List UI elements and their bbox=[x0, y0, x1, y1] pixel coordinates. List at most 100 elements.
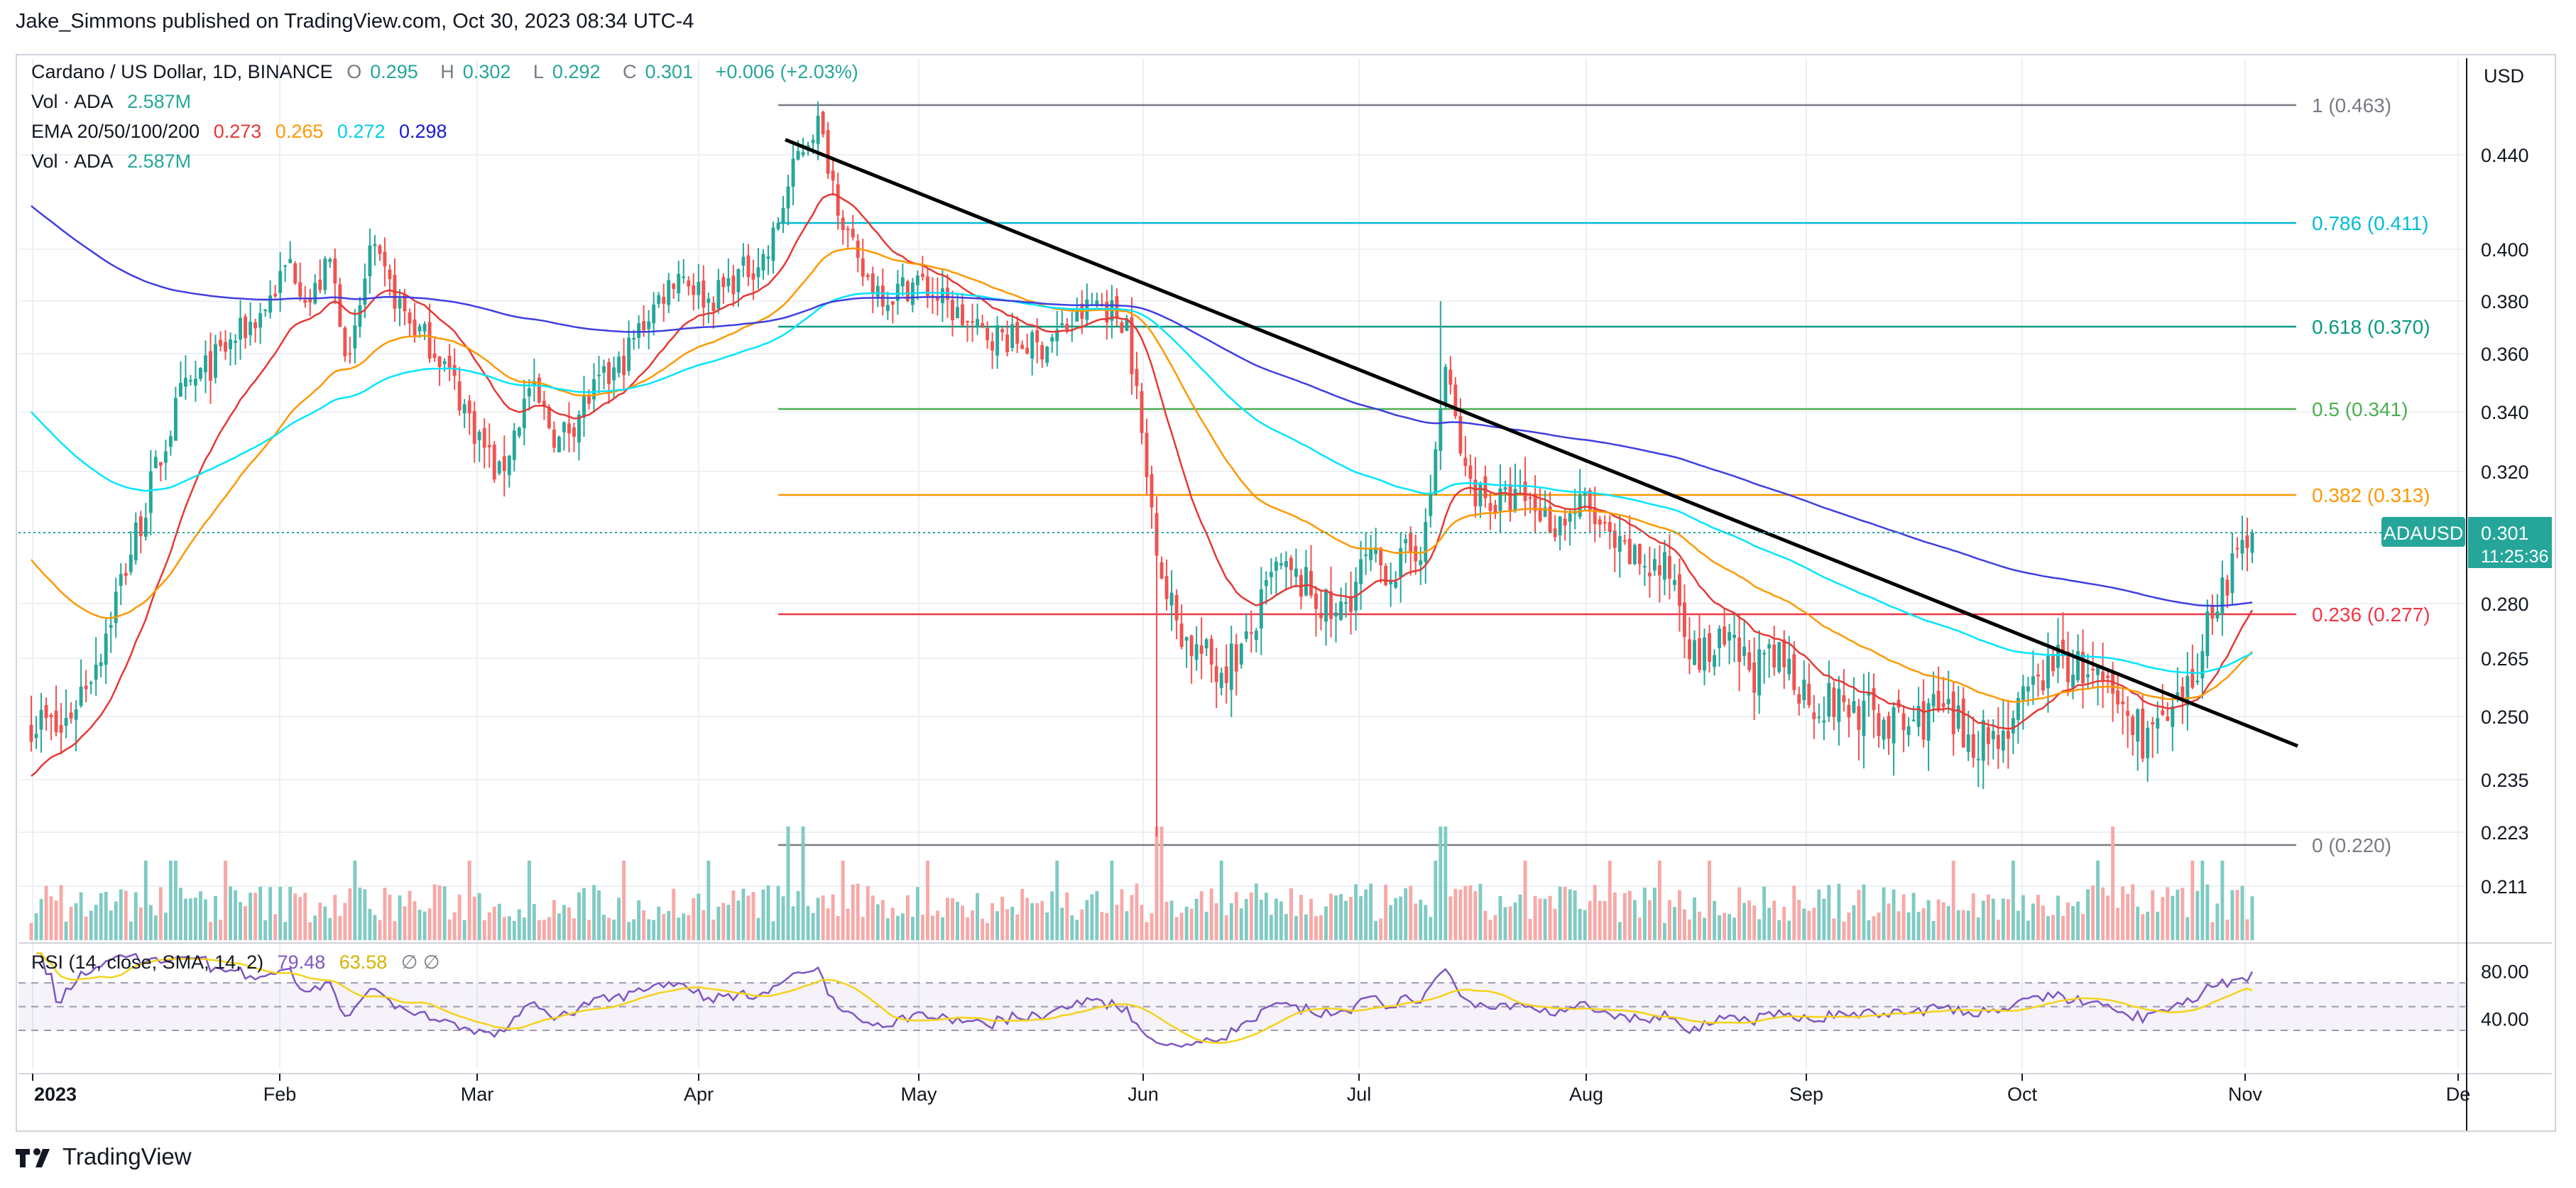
volume-bar bbox=[1732, 917, 1737, 940]
volume-bar bbox=[2111, 827, 2115, 940]
candle-body bbox=[781, 207, 785, 224]
volume-bar bbox=[114, 901, 118, 940]
candle-body bbox=[482, 428, 486, 448]
volume-bar bbox=[2166, 887, 2170, 940]
candle-body bbox=[1667, 555, 1671, 579]
candle-body bbox=[148, 471, 153, 513]
candle-body bbox=[1652, 559, 1657, 571]
candle-body bbox=[2116, 690, 2120, 704]
candle-body bbox=[1020, 344, 1025, 349]
volume-bar bbox=[597, 890, 601, 940]
volume-bar bbox=[1543, 898, 1547, 940]
candle-body bbox=[427, 322, 432, 359]
candle-body bbox=[2086, 674, 2090, 677]
candle-body bbox=[447, 356, 452, 368]
time-tick-label: Oct bbox=[2007, 1084, 2038, 1105]
candle-body bbox=[2151, 721, 2155, 725]
candle-body bbox=[2146, 728, 2150, 758]
chart-frame[interactable]: 1 (0.463) 0.786 (0.411) 0.618 (0.370) 0.5 (… bbox=[16, 54, 2556, 1132]
candle-body bbox=[1359, 559, 1363, 584]
price-tick-label: 0.223 bbox=[2481, 822, 2529, 844]
volume-bar bbox=[148, 905, 153, 940]
volume-bar bbox=[1632, 900, 1637, 940]
candle-body bbox=[667, 280, 671, 305]
candle-body bbox=[1632, 545, 1637, 565]
candle-body bbox=[1533, 494, 1537, 511]
volume-bar bbox=[851, 884, 855, 940]
candle-body bbox=[930, 295, 934, 297]
volume-bar bbox=[1777, 920, 1781, 940]
volume-bar bbox=[1429, 917, 1433, 940]
candle-body bbox=[1931, 694, 1936, 707]
candle-body bbox=[1901, 713, 1906, 731]
volume-bar bbox=[1757, 919, 1762, 940]
price-chart[interactable]: 1 (0.463) 0.786 (0.411) 0.618 (0.370) 0.5 (… bbox=[17, 55, 2555, 1130]
candle-body bbox=[1906, 726, 1911, 735]
volume-bar bbox=[2210, 922, 2215, 940]
candle-body bbox=[766, 256, 770, 259]
candle-body bbox=[1976, 758, 1980, 761]
candle-body bbox=[617, 356, 621, 374]
candle-body bbox=[1852, 701, 1856, 713]
candle-body bbox=[1657, 565, 1661, 576]
volume-bar bbox=[1140, 905, 1144, 940]
symbol-legend: Cardano / US Dollar, 1D, BINANCE O 0.295 … bbox=[31, 61, 867, 83]
volume-bar bbox=[1672, 907, 1676, 940]
trendline bbox=[785, 138, 2298, 748]
volume-bar bbox=[1617, 922, 1622, 940]
volume-bar bbox=[751, 892, 755, 940]
candle-body bbox=[2001, 731, 2005, 751]
candle-body bbox=[2131, 716, 2135, 736]
volume-bar bbox=[582, 888, 586, 940]
candle-body bbox=[1832, 687, 1836, 717]
candle-body bbox=[153, 457, 158, 469]
ema-label: EMA 20/50/100/200 bbox=[31, 121, 200, 142]
candle-body bbox=[1683, 602, 1686, 637]
volume-bar bbox=[158, 887, 163, 940]
candle-body bbox=[44, 704, 48, 719]
candle-body bbox=[925, 276, 929, 296]
volume-bar bbox=[995, 911, 1000, 940]
candle-body bbox=[1941, 703, 1945, 707]
candle-body bbox=[2101, 671, 2105, 681]
volume-bar bbox=[1887, 903, 1891, 940]
volume-bar bbox=[1269, 915, 1273, 940]
volume-bar bbox=[1807, 910, 1811, 940]
high-label: H bbox=[440, 61, 454, 82]
volume-bar bbox=[562, 905, 566, 940]
volume-bar bbox=[2051, 915, 2055, 940]
candle-body bbox=[1563, 518, 1567, 526]
volume-bar bbox=[1419, 899, 1423, 940]
candle-body bbox=[1448, 369, 1453, 385]
candle-body bbox=[224, 342, 227, 352]
volume-bar bbox=[692, 898, 696, 940]
candle-body bbox=[1936, 690, 1941, 711]
volume-bar bbox=[831, 894, 835, 940]
time-tick-label: De bbox=[2446, 1084, 2471, 1105]
volume-bar bbox=[1553, 908, 1557, 940]
candle-body bbox=[388, 269, 392, 280]
volume-bar bbox=[2161, 897, 2165, 940]
candle-body bbox=[1538, 508, 1542, 521]
volume-bar bbox=[2036, 895, 2040, 940]
candle-body bbox=[1065, 323, 1069, 331]
volume-bar bbox=[1374, 920, 1378, 940]
volume-bar bbox=[209, 922, 212, 940]
candle-body bbox=[1847, 704, 1851, 718]
volume-bar bbox=[129, 921, 133, 940]
volume-bar bbox=[492, 906, 496, 940]
candle-body bbox=[1384, 565, 1388, 585]
rsi-visibility-icons[interactable]: ∅ ∅ bbox=[400, 952, 440, 973]
candle-body bbox=[920, 273, 924, 277]
candle-body bbox=[104, 633, 108, 665]
volume-bar bbox=[2250, 896, 2254, 940]
volume-bar bbox=[1463, 885, 1468, 940]
candle-body bbox=[1713, 655, 1716, 667]
candle-body bbox=[1184, 637, 1189, 641]
candle-body bbox=[836, 184, 840, 216]
volume-bar bbox=[1857, 890, 1861, 940]
candle-body bbox=[229, 339, 232, 349]
volume-bar bbox=[1762, 886, 1767, 940]
rsi-legend: RSI (14, close, SMA, 14, 2) 79.48 63.58 … bbox=[31, 952, 448, 974]
volume-bar bbox=[866, 885, 870, 940]
